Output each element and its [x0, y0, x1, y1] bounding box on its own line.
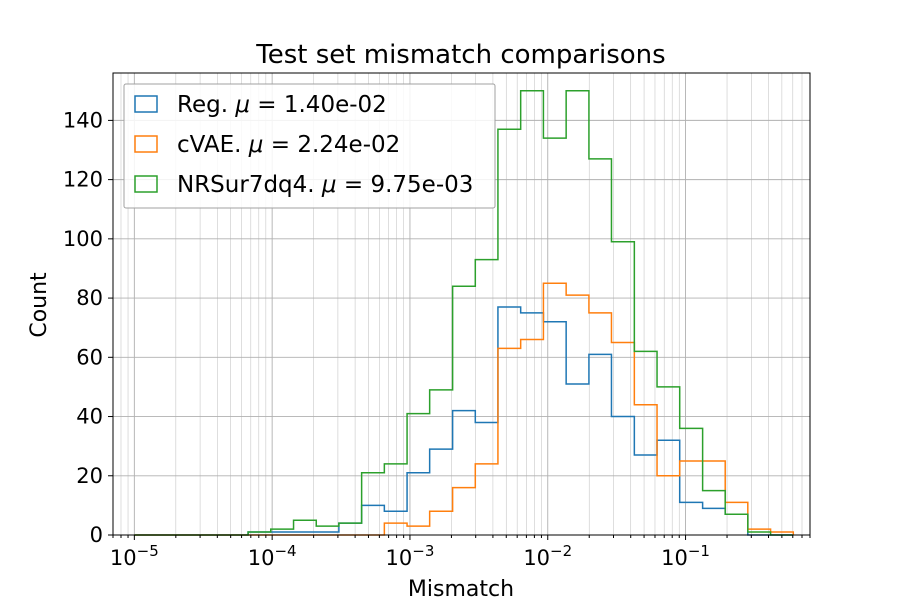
legend-label-1: cVAE. μ = 2.24e-02 — [177, 132, 400, 158]
axes — [108, 72, 811, 540]
legend-label-0: Reg. μ = 1.40e-02 — [177, 92, 387, 118]
chart-title: Test set mismatch comparisons — [255, 40, 665, 70]
x-tick-label: 10−2 — [523, 542, 572, 570]
y-axis-title: Count — [27, 272, 52, 338]
plot-frame — [112, 72, 811, 536]
legend-swatch-2 — [134, 175, 158, 193]
legend-swatch-1 — [134, 135, 158, 153]
legend-swatch-0 — [134, 95, 158, 113]
tick-labels: 0 20 40 60 80 100 120 140 10−5 10−4 10−3 10−2 10−1 — [63, 108, 710, 570]
legend-box — [123, 83, 496, 209]
x-tick-label: 10−1 — [661, 542, 710, 570]
x-tick-label: 10−4 — [248, 542, 297, 570]
y-tick-label: 0 — [90, 523, 103, 547]
y-tick-label: 40 — [76, 405, 103, 429]
legend-label-2: NRSur7dq4. μ = 9.75e-03 — [177, 172, 473, 198]
series-2-histogram — [134, 90, 794, 536]
x-tick-label: 10−5 — [110, 542, 159, 570]
y-tick-label: 80 — [76, 286, 103, 310]
y-tick-label: 120 — [63, 168, 103, 192]
x-tick-label: 10−3 — [386, 542, 435, 570]
y-tick-label: 20 — [76, 464, 103, 488]
y-tick-label: 100 — [63, 227, 103, 251]
y-tick-label: 60 — [76, 345, 103, 369]
x-axis-title: Mismatch — [408, 577, 514, 600]
legend: Reg. μ = 1.40e-02 cVAE. μ = 2.24e-02 NRSur… — [123, 83, 496, 209]
y-tick-label: 140 — [63, 108, 103, 132]
